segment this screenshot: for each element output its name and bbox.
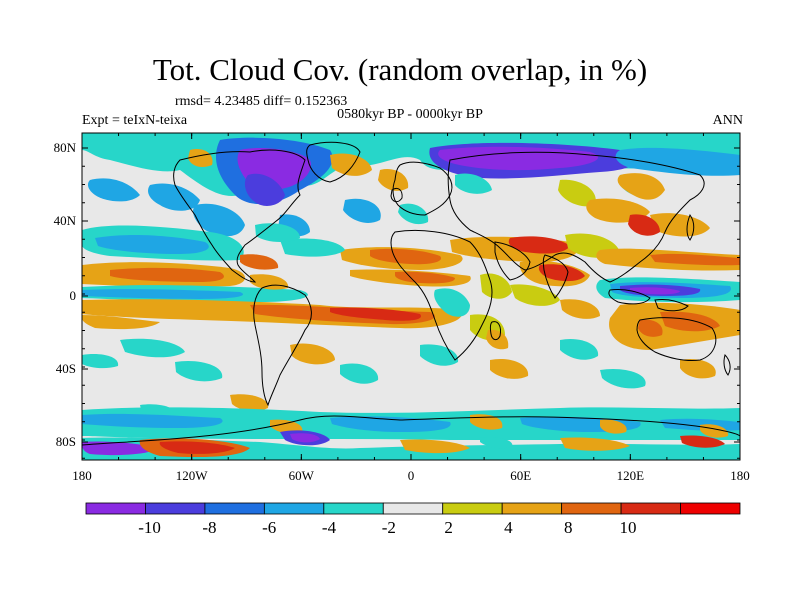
tick-marks (81, 133, 741, 460)
rmsd-stats: rmsd= 4.23485 diff= 0.152363 (175, 94, 348, 109)
colorbar-swatch (85, 502, 146, 515)
x-tick-label: 180 (730, 468, 750, 483)
colorbar-label: -6 (262, 518, 276, 537)
y-tick-label: 80N (54, 140, 77, 155)
colorbar-label: 4 (504, 518, 513, 537)
anomaly-field (82, 133, 740, 460)
colorbar-swatch (680, 502, 741, 515)
colorbar-label: 8 (564, 518, 573, 537)
colorbar-label: -8 (202, 518, 216, 537)
colorbar-label: -4 (322, 518, 337, 537)
y-tick-labels: 80N 40N 0 40S 80S (54, 140, 77, 449)
y-tick-label: 40S (56, 361, 76, 376)
x-tick-label: 180 (72, 468, 92, 483)
time-period-subtitle: 0580kyr BP - 0000kyr BP (337, 107, 483, 122)
coastlines (82, 141, 740, 446)
colorbar-label: -10 (138, 518, 161, 537)
colorbar-swatch (263, 502, 325, 515)
colorbar-swatch (501, 502, 563, 515)
x-tick-label: 120E (617, 468, 645, 483)
x-tick-label: 120W (176, 468, 209, 483)
season-label: ANN (712, 113, 743, 128)
x-tick-label: 0 (408, 468, 415, 483)
y-tick-label: 0 (70, 288, 77, 303)
y-tick-label: 80S (56, 434, 76, 449)
x-tick-label: 60W (289, 468, 315, 483)
colorbar-swatch (382, 502, 444, 515)
colorbar-swatch (561, 502, 622, 515)
colorbar-swatch (323, 502, 384, 515)
experiment-label: Expt = teIxN-teixa (82, 113, 188, 128)
colorbar-label: 2 (444, 518, 453, 537)
colorbar-swatch (442, 502, 503, 515)
colorbar-labels: -10 -8 -6 -4 -2 2 4 8 10 (138, 518, 636, 537)
colorbar-swatch (620, 502, 681, 515)
colorbar (85, 502, 741, 515)
x-tick-labels: 180 120W 60W 0 60E 120E 180 (72, 468, 750, 483)
plot-title: Tot. Cloud Cov. (random overlap, in %) (152, 52, 648, 87)
y-tick-label: 40N (54, 213, 77, 228)
colorbar-swatch (145, 502, 206, 515)
colorbar-label: 10 (620, 518, 637, 537)
colorbar-swatch (204, 502, 265, 515)
colorbar-label: -2 (382, 518, 396, 537)
x-tick-label: 60E (510, 468, 531, 483)
